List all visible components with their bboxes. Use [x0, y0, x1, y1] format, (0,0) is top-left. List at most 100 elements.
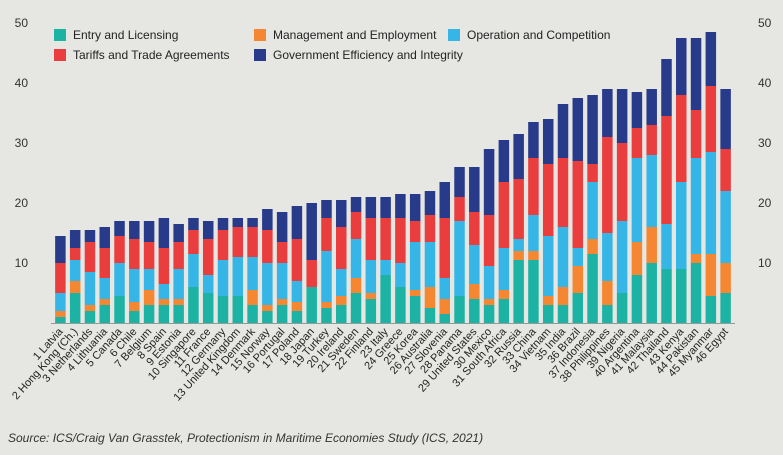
bar-segment [424, 242, 436, 287]
bar-segment [454, 221, 465, 296]
bar-segment [158, 299, 170, 305]
bar-segment [247, 305, 258, 323]
bar-segment [587, 95, 598, 164]
bar-segment [158, 218, 170, 248]
bar-segment [557, 227, 569, 287]
legend-label: Government Efficiency and Integrity [273, 48, 463, 62]
bar-segment [262, 263, 273, 305]
bar-segment [321, 200, 332, 218]
bar-segment [587, 239, 598, 254]
bar-segment [424, 287, 436, 308]
bar-segment [631, 92, 643, 128]
bar-segment [602, 89, 613, 137]
legend-swatch [254, 49, 266, 61]
bar-segment [114, 236, 125, 263]
bar-segment [454, 167, 465, 197]
bar-segment [720, 89, 731, 149]
bar-segment [173, 242, 184, 269]
bar-segment [202, 239, 214, 275]
bar-segment [557, 158, 569, 227]
bar-segment [646, 89, 657, 125]
bar-segment [232, 227, 244, 257]
bar-segment [321, 308, 332, 323]
bar-segment [321, 218, 332, 251]
bar-segment [350, 239, 362, 278]
bar-segment [661, 116, 672, 224]
bar-segment [336, 269, 347, 296]
bar-segment [528, 215, 539, 251]
bar-segment [69, 260, 81, 281]
legend-item: Operation and Competition [448, 28, 610, 42]
bar-segment [114, 221, 125, 236]
bar-segment [705, 86, 717, 152]
bar-segment [646, 155, 657, 227]
bar-segment [498, 140, 510, 182]
bar-segment [690, 263, 702, 323]
bar-segment [321, 251, 332, 302]
bar-segment [276, 242, 288, 263]
bar-segment [395, 218, 406, 263]
bar-segment [84, 311, 96, 323]
bar-segment [247, 227, 258, 257]
bar-segment [129, 311, 140, 323]
bar-segment [291, 302, 303, 311]
bar-segment [409, 221, 421, 242]
bar-segment [84, 230, 96, 242]
bar-segment [602, 281, 613, 305]
bar-segment [55, 317, 66, 323]
bar-segment [188, 287, 199, 323]
bar-segment [661, 59, 672, 116]
bar-segment [365, 218, 377, 260]
bar-segment [55, 263, 66, 293]
bar-segment [631, 275, 643, 323]
bar-segment [202, 221, 214, 239]
bar-segment [631, 242, 643, 275]
y-tick-label-left: 40 [15, 76, 29, 90]
legend-swatch [54, 49, 66, 61]
bar-segment [439, 182, 450, 218]
bar-segment [587, 182, 598, 239]
bar-segment [114, 296, 125, 323]
bar-segment [720, 263, 731, 293]
bar-segment [690, 158, 702, 254]
bar-segment [720, 293, 731, 323]
bar-segment [646, 125, 657, 155]
bar-segment [498, 290, 510, 299]
bar-segment [587, 164, 598, 182]
bar-segment [439, 299, 450, 314]
bar-segment [262, 230, 273, 263]
legend-item: Tariffs and Trade Agreements [54, 48, 230, 62]
bar-segment [202, 293, 214, 323]
bar-segment [262, 305, 273, 311]
bar-segment [528, 158, 539, 215]
bar-segment [542, 119, 554, 164]
bar-segment [143, 290, 155, 305]
bar-segment [676, 269, 687, 323]
bar-segment [469, 167, 480, 212]
bar-segment [143, 221, 155, 242]
y-tick-label-left: 20 [15, 196, 29, 210]
legend-label: Operation and Competition [467, 28, 611, 42]
bar-segment [498, 248, 510, 290]
bar-segment [217, 296, 229, 323]
bar-segment [69, 230, 81, 248]
bar-segment [572, 266, 584, 293]
bar-segment [336, 296, 347, 305]
bar-segment [587, 254, 598, 323]
bar-segment [247, 290, 258, 305]
bar-segment [409, 296, 421, 323]
bar-segment [158, 248, 170, 284]
bar-segment [602, 305, 613, 323]
bar-segment [99, 299, 110, 305]
bar-segment [557, 104, 569, 158]
y-tick-label-right: 40 [758, 76, 772, 90]
bar-segment [705, 32, 717, 86]
bar-segment [380, 260, 391, 275]
bar-segment [380, 197, 391, 218]
bar-segment [409, 242, 421, 290]
bar-segment [690, 110, 702, 158]
bar-segment [720, 191, 731, 263]
bar-segment [513, 179, 524, 239]
bar-segment [306, 287, 317, 323]
